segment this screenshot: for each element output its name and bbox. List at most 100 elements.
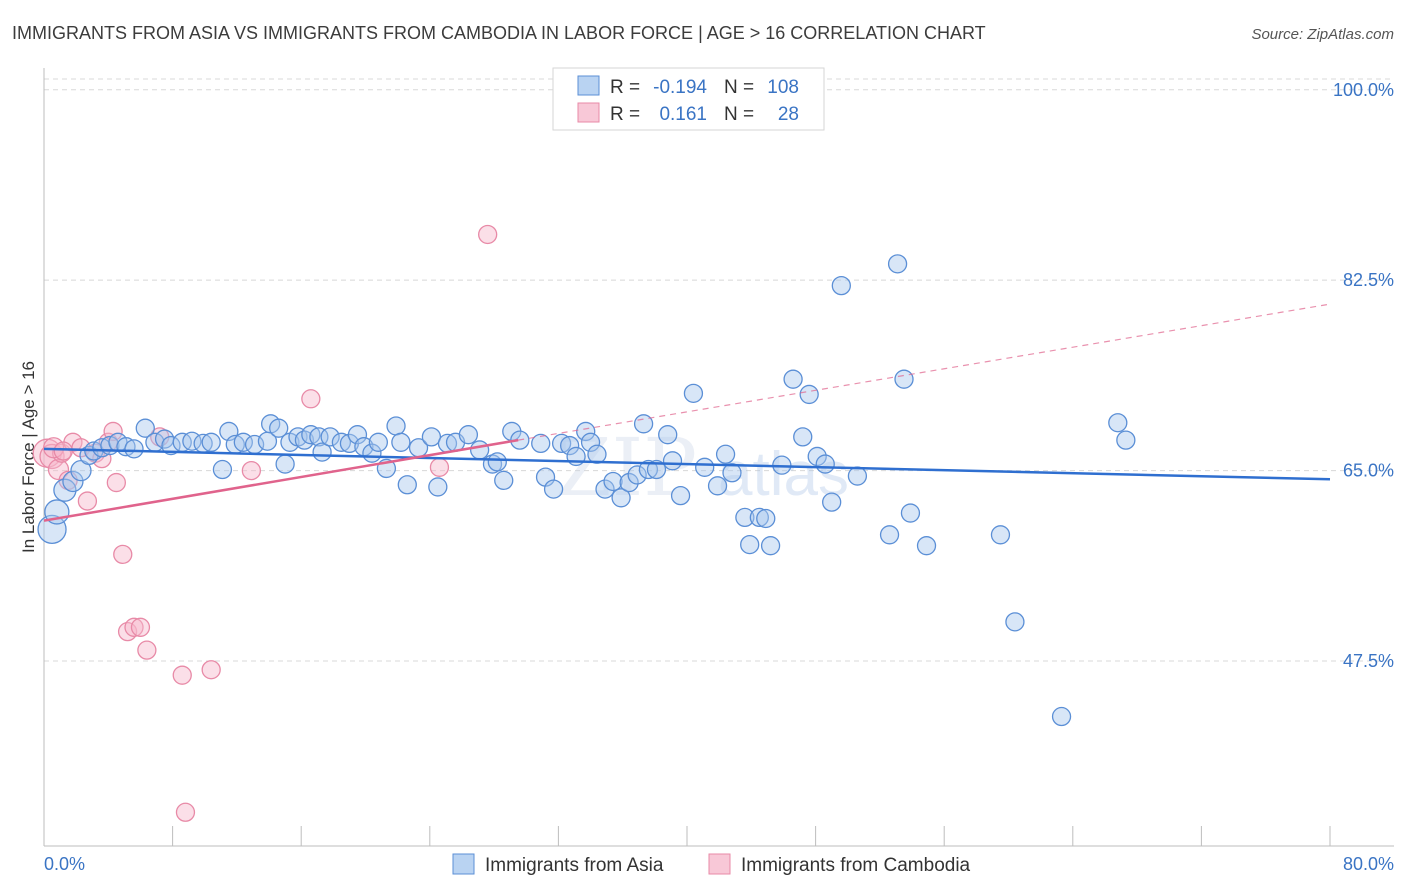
- y-tick-labels: 47.5% 65.0% 82.5% 100.0%: [1333, 80, 1394, 671]
- asia-point: [212, 459, 233, 480]
- asia-point: [900, 503, 921, 523]
- asia-point: [1005, 612, 1025, 632]
- asia-point: [368, 432, 389, 452]
- asia-point: [662, 451, 683, 471]
- asia-r-value: -0.194: [653, 77, 707, 98]
- asia-point: [331, 432, 352, 452]
- asia-point: [161, 435, 181, 456]
- asia-point: [793, 427, 813, 447]
- asia-point: [683, 383, 704, 403]
- asia-point: [749, 507, 769, 528]
- asia-swatch: [577, 75, 600, 96]
- cambodia-point: [113, 544, 133, 565]
- watermark-zip: ZIP: [556, 421, 697, 514]
- chart-title: IMMIGRANTS FROM ASIA VS IMMIGRANTS FROM …: [12, 23, 986, 43]
- asia-point: [611, 488, 631, 508]
- asia-point: [487, 452, 507, 472]
- asia-point: [580, 432, 601, 452]
- asia-point: [37, 514, 67, 545]
- asia-point: [576, 421, 596, 442]
- asia-point: [760, 536, 781, 556]
- asia-point: [124, 439, 144, 459]
- asia-point: [53, 478, 77, 502]
- asia-r-label: R =: [610, 77, 640, 98]
- asia-point: [822, 492, 842, 512]
- asia-point: [627, 465, 647, 485]
- asia-point: [275, 454, 295, 474]
- x-tick-label-max: 80.0%: [1343, 854, 1394, 874]
- asia-n-value: 108: [767, 77, 799, 98]
- y-tick-label: 82.5%: [1343, 270, 1394, 290]
- asia-point: [309, 427, 329, 447]
- cambodia-point: [130, 617, 151, 637]
- asia-point: [722, 463, 742, 483]
- asia-point: [1116, 430, 1136, 450]
- gridlines: [44, 78, 1394, 662]
- chart-source: Source: ZipAtlas.com: [1251, 26, 1394, 43]
- legend-asia-label: Immigrants from Asia: [485, 855, 664, 876]
- cambodia-point: [175, 802, 196, 822]
- asia-point: [595, 479, 615, 499]
- trend-lines: [43, 303, 1331, 522]
- asia-point: [551, 433, 572, 454]
- legend-cambodia-label: Immigrants from Cambodia: [741, 855, 971, 876]
- asia-point: [638, 459, 659, 480]
- cambodia-point: [172, 665, 192, 685]
- asia-point: [458, 425, 479, 445]
- cambodia-point: [241, 460, 262, 481]
- stats-legend: R = -0.194 N = 108 R = 0.161 N = 28: [552, 67, 825, 131]
- cambodia-point: [124, 617, 144, 637]
- cambodia-point: [106, 472, 126, 493]
- asia-point: [421, 427, 442, 447]
- cambodia-point: [137, 640, 157, 660]
- asia-point: [1051, 706, 1072, 727]
- y-tick-label: 100.0%: [1333, 80, 1394, 100]
- asia-n-label: N =: [724, 77, 754, 98]
- x-tick-label-min: 0.0%: [44, 854, 85, 874]
- asia-point: [62, 470, 84, 493]
- asia-point: [1108, 413, 1128, 433]
- asia-point: [603, 471, 623, 492]
- asia-point: [740, 534, 760, 555]
- asia-trend-line: [43, 447, 1331, 481]
- cambodia-n-value: 28: [778, 104, 799, 125]
- cambodia-point: [201, 660, 221, 680]
- asia-point: [916, 536, 937, 556]
- asia-point: [831, 275, 851, 296]
- cambodia-point: [429, 457, 450, 477]
- y-axis-label: In Labor Force | Age > 16: [19, 361, 38, 553]
- cambodia-trend-extension: [518, 303, 1331, 441]
- axes: [43, 68, 1394, 847]
- cambodia-point: [301, 389, 321, 409]
- asia-point: [807, 446, 827, 467]
- series-legend: Immigrants from Asia Immigrants from Cam…: [452, 853, 971, 876]
- asia-point: [543, 479, 564, 499]
- asia-point: [469, 440, 490, 460]
- cambodia-point: [53, 441, 73, 461]
- asia-point: [879, 525, 900, 545]
- asia-point: [887, 254, 908, 274]
- asia-point: [619, 472, 639, 493]
- legend-asia-swatch: [452, 853, 475, 875]
- cambodia-r-value: 0.161: [659, 104, 707, 125]
- cambodia-point: [478, 224, 498, 245]
- asia-point: [269, 418, 289, 438]
- cambodia-n-label: N =: [724, 104, 754, 125]
- cambodia-point: [77, 491, 98, 511]
- asia-point: [560, 435, 580, 456]
- asia-point: [531, 433, 551, 454]
- y-tick-label: 65.0%: [1343, 461, 1394, 481]
- asia-point: [428, 477, 448, 497]
- asia-point: [301, 425, 321, 445]
- cambodia-point: [103, 421, 123, 442]
- asia-point: [707, 476, 728, 496]
- cambodia-swatch: [577, 102, 600, 123]
- cambodia-r-label: R =: [610, 104, 640, 125]
- asia-point: [715, 444, 736, 464]
- asia-point: [990, 525, 1011, 545]
- asia-point: [847, 466, 868, 486]
- asia-point: [201, 432, 221, 452]
- asia-point: [894, 369, 914, 389]
- asia-point: [587, 444, 607, 464]
- asia-point: [320, 427, 340, 447]
